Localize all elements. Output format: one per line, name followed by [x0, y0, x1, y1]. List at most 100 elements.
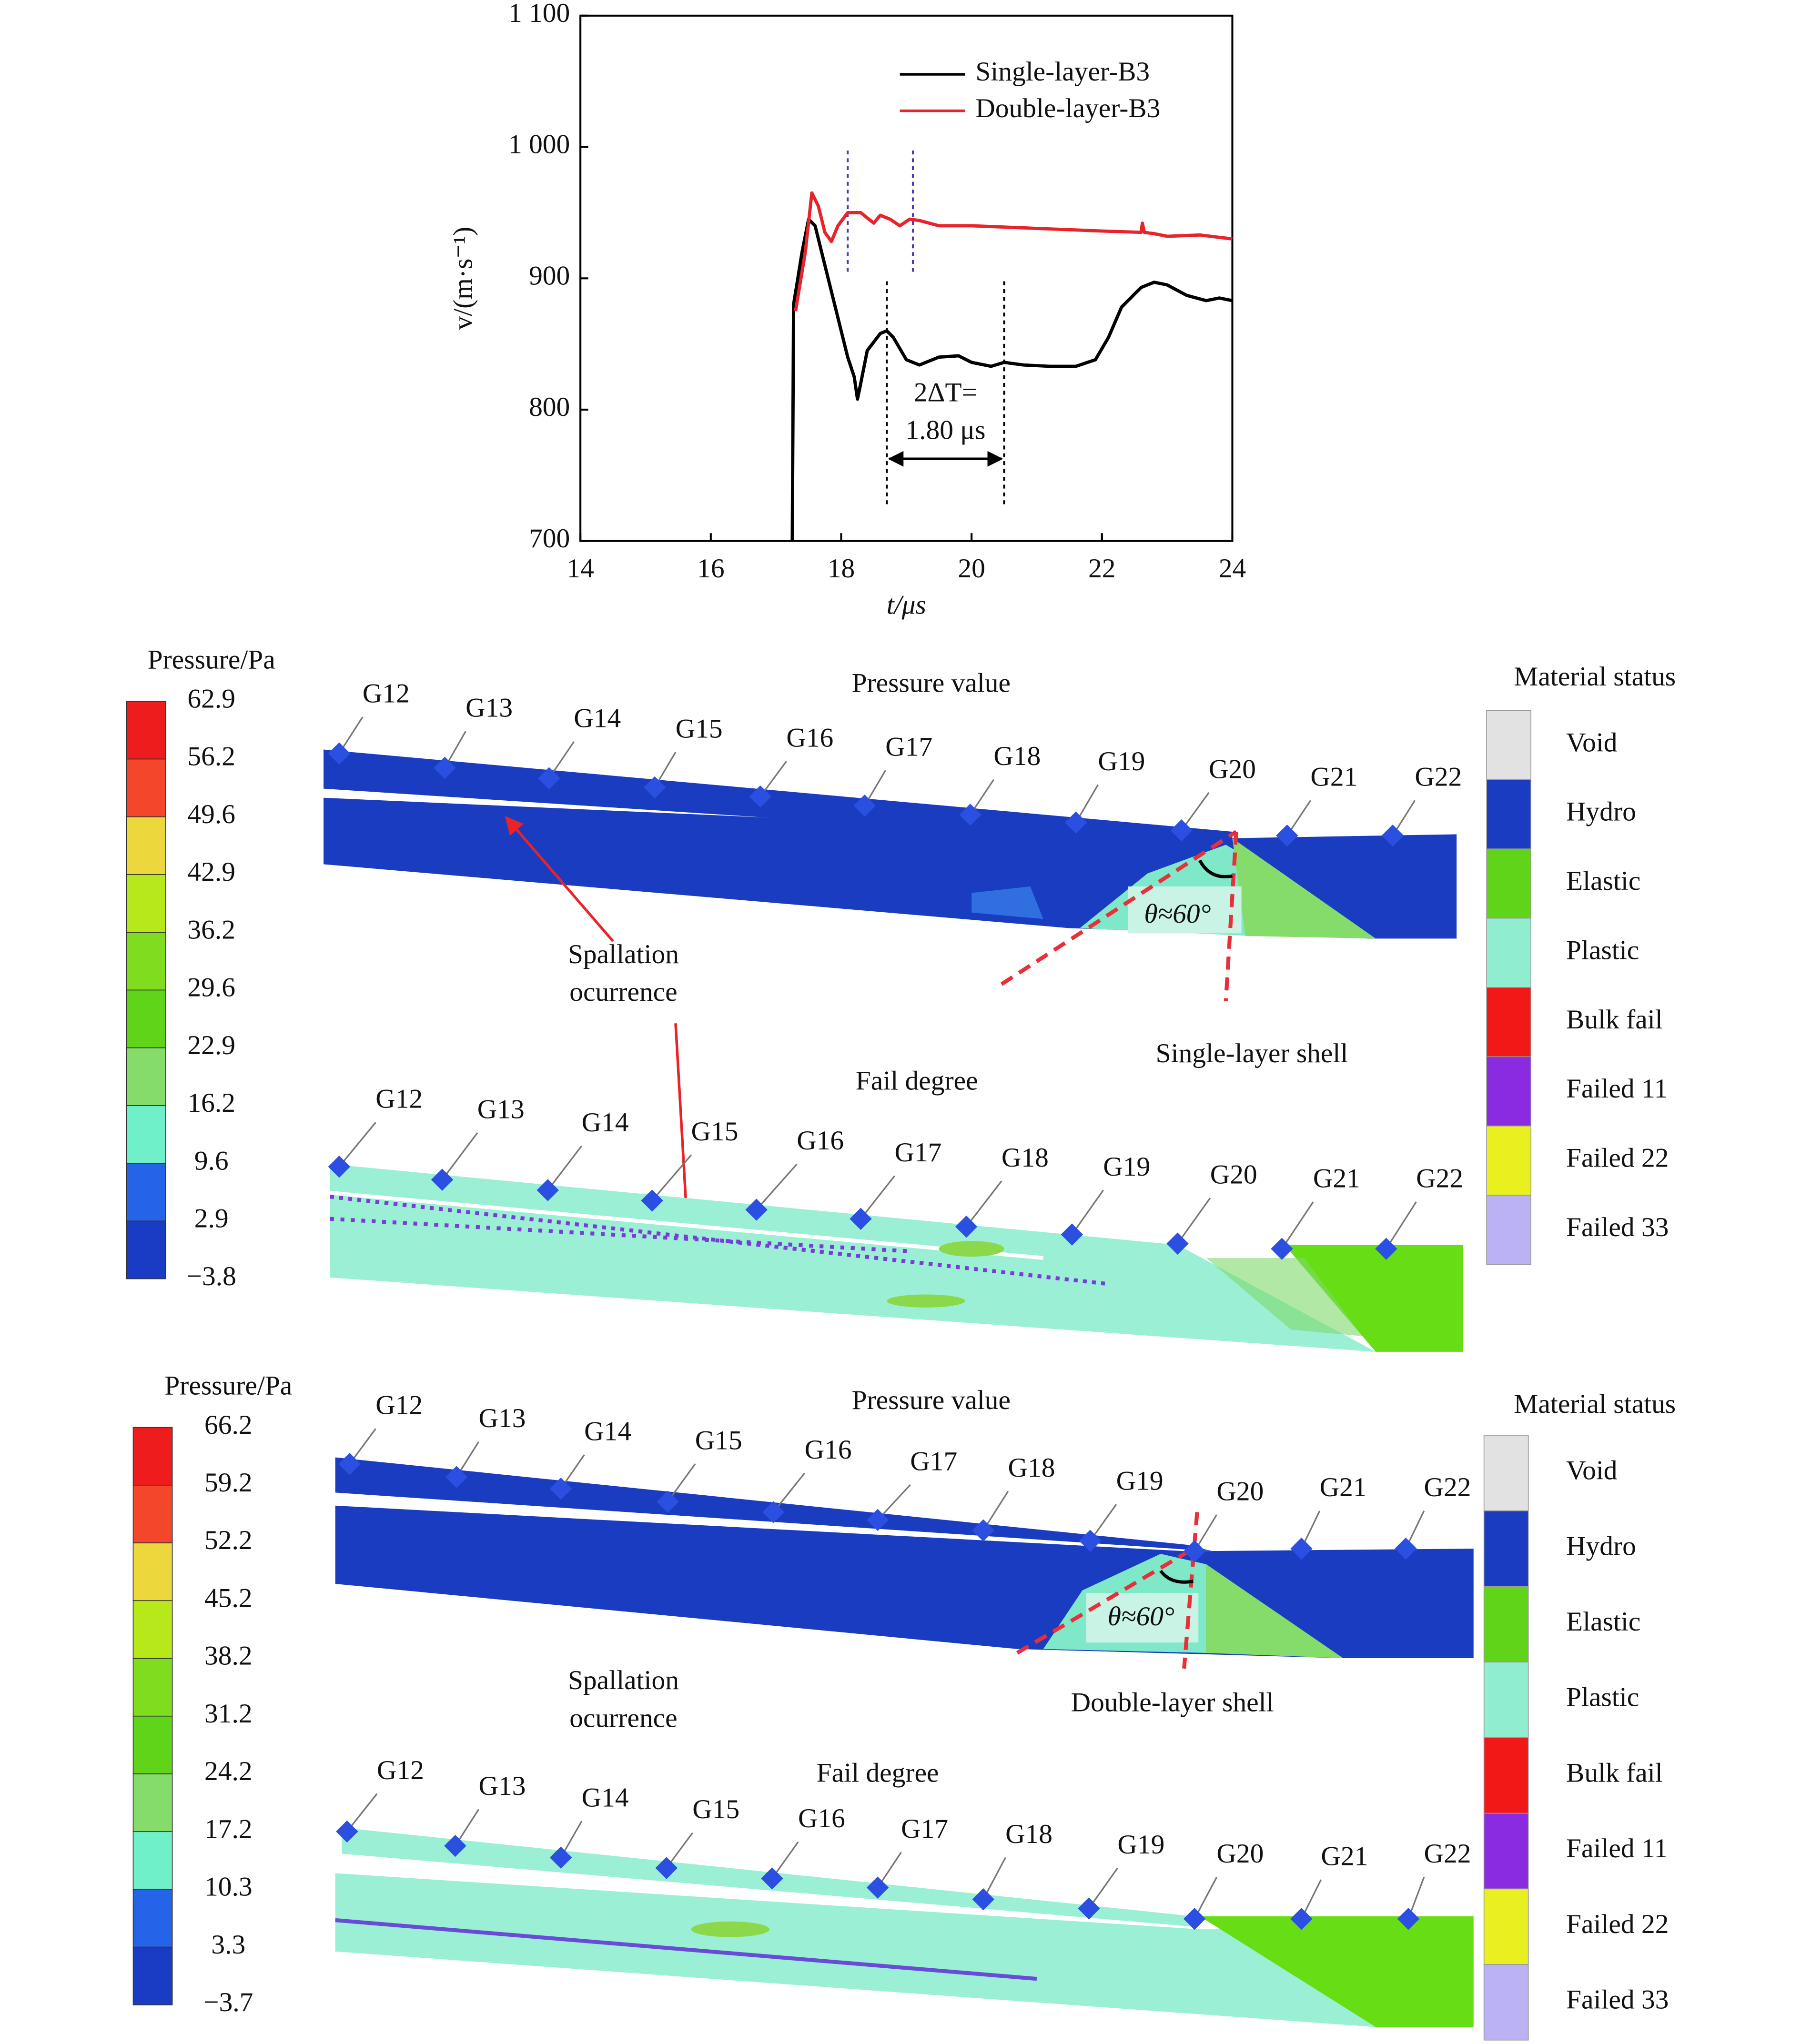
gauge-label: G12 — [377, 1755, 424, 1785]
shell-label: Double-layer shell — [1071, 1688, 1274, 1718]
gauge-label: G22 — [1424, 1472, 1471, 1502]
colorbar-segment — [126, 758, 166, 817]
gauge-leader — [1088, 1867, 1118, 1909]
colorbar-label: 38.2 — [204, 1641, 253, 1671]
gauge-label: G16 — [797, 1126, 844, 1156]
colorbar-label: 29.6 — [187, 973, 235, 1003]
colorbar-label: 42.9 — [187, 857, 235, 887]
gauge-label: G19 — [1116, 1466, 1164, 1496]
gauge-leader — [1386, 1201, 1417, 1249]
gauge-leader — [338, 1122, 376, 1168]
annotation: ocurrence — [569, 977, 677, 1007]
gauge-label: G14 — [582, 1108, 629, 1138]
colorbar-segment — [132, 1484, 173, 1543]
colorbar-label: 9.6 — [194, 1146, 229, 1176]
gauge-label: G15 — [695, 1426, 742, 1456]
legend-label: Hydro — [1566, 1531, 1636, 1561]
colorbar-label: 10.3 — [204, 1872, 253, 1902]
legend-label: Failed 33 — [1566, 1985, 1669, 2015]
y-axis-label: v/(m·s⁻¹) — [448, 227, 478, 330]
gauge-leader — [860, 1175, 895, 1219]
angle-box — [1086, 1593, 1199, 1643]
region — [939, 1241, 1004, 1257]
angle-label: θ≈60° — [1144, 899, 1211, 929]
colorbar-segment — [132, 1542, 173, 1601]
gauge-label: G21 — [1320, 1472, 1367, 1502]
gauge-label: G16 — [805, 1435, 852, 1465]
view-title: Pressure value — [852, 668, 1011, 698]
colorbar-label: 56.2 — [187, 742, 235, 772]
colorbar-label: 36.2 — [187, 915, 235, 945]
annotation: Spallation — [568, 1665, 679, 1695]
crack — [330, 1217, 913, 1254]
legend-label: Single-layer-B3 — [975, 57, 1150, 87]
annotation: 1.80 μs — [905, 415, 985, 445]
gauge-label: G22 — [1415, 762, 1462, 792]
legend-label: Void — [1566, 727, 1618, 757]
gauge-label: G17 — [901, 1814, 948, 1844]
annotation: ocurrence — [569, 1703, 677, 1733]
gauge-label: G22 — [1416, 1164, 1463, 1194]
colorbar-segment — [126, 1105, 166, 1164]
gauge-label: G20 — [1209, 754, 1256, 784]
plate — [335, 1873, 1474, 2027]
region — [1206, 1258, 1363, 1337]
region — [691, 1921, 769, 1937]
gauge-marker — [1183, 1540, 1206, 1562]
crack — [330, 1190, 1044, 1260]
legend-swatch — [1486, 779, 1531, 850]
gauge-label: G22 — [1424, 1839, 1471, 1869]
colorbar-segment — [126, 1220, 166, 1279]
angle-line — [1224, 831, 1238, 1001]
gauge-label: G21 — [1321, 1842, 1368, 1872]
legend-swatch — [1483, 1510, 1529, 1587]
crack — [335, 1918, 1037, 1981]
colorbar-label: 52.2 — [204, 1525, 253, 1555]
gauge-leader — [756, 1163, 798, 1210]
gauge-label: G16 — [798, 1803, 845, 1833]
angle-label: θ≈60° — [1108, 1601, 1174, 1631]
gauge-leader — [346, 1793, 378, 1832]
gauge-marker — [959, 804, 981, 826]
gauge-label: G14 — [582, 1782, 629, 1812]
data-line — [790, 217, 1233, 541]
legend-label: Plastic — [1566, 1682, 1639, 1712]
colorbar-label: 66.2 — [204, 1410, 253, 1440]
legend-title: Material status — [1514, 1389, 1676, 1419]
colorbar-segment — [126, 816, 166, 875]
gauge-leader — [965, 1180, 1002, 1228]
colorbar-segment — [126, 989, 166, 1048]
legend-swatch — [1486, 848, 1531, 919]
gauge-leader — [441, 1132, 478, 1180]
region — [1284, 1245, 1463, 1352]
x-tick-label: 20 — [958, 554, 985, 584]
colorbar-segment — [132, 1715, 173, 1774]
data-line — [794, 191, 1233, 312]
colorbar-segment — [132, 1773, 173, 1833]
gauge-label: G13 — [478, 1403, 526, 1433]
colorbar-segment — [132, 1946, 173, 2005]
colorbar-segment — [126, 932, 166, 991]
y-tick-label: 1 000 — [508, 130, 570, 160]
legend-label: Bulk fail — [1566, 1758, 1663, 1788]
colorbar-title: Pressure/Pa — [148, 644, 275, 675]
view-title: Pressure value — [852, 1385, 1011, 1415]
colorbar-label: 59.2 — [204, 1468, 253, 1498]
legend-swatch — [1483, 1737, 1529, 1814]
legend-label: Elastic — [1566, 1607, 1640, 1637]
legend-swatch — [1486, 987, 1531, 1057]
colorbar-label: 45.2 — [204, 1583, 253, 1613]
colorbar-label: 31.2 — [204, 1699, 253, 1729]
colorbar-segment — [126, 874, 166, 933]
legend-label: Double-layer-B3 — [975, 93, 1160, 123]
gauge-label: G13 — [477, 1095, 525, 1125]
gauge-label: G18 — [993, 741, 1041, 771]
gauge-label: G14 — [574, 704, 621, 734]
legend-swatch — [1486, 917, 1531, 988]
colorbar-label: 3.3 — [211, 1930, 245, 1960]
gauge-label: G15 — [676, 714, 723, 744]
gauge-marker — [1064, 811, 1087, 834]
legend-title: Material status — [1514, 662, 1676, 692]
colorbar-label: 2.9 — [194, 1204, 229, 1234]
